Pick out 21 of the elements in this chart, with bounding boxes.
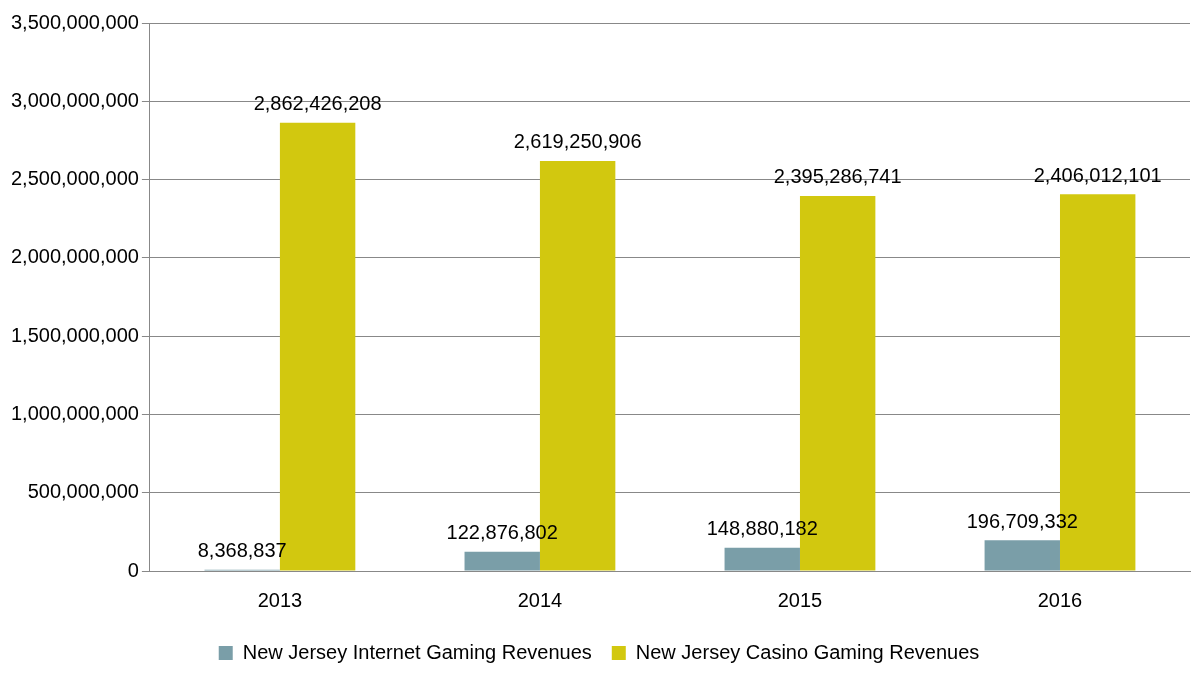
x-tick-label: 2016 [1037,588,1083,611]
y-tick-label: 3,500,000,000 [10,10,139,33]
legend-label: New Jersey Internet Gaming Revenues [242,640,592,663]
y-tick-label: 1,500,000,000 [10,323,139,346]
y-tick-label: 2,000,000,000 [10,245,139,268]
data-label: 2,395,286,741 [773,165,902,188]
y-tick-label: 0 [127,558,139,581]
y-tick-label: 500,000,000 [27,480,139,503]
y-tick-label: 3,000,000,000 [10,88,139,111]
bar [984,540,1060,571]
bar [724,547,800,571]
data-label: 2,406,012,101 [1033,163,1162,186]
bar [464,551,540,571]
y-tick-label: 1,000,000,000 [10,401,139,424]
x-tick-label: 2014 [517,588,563,611]
x-tick-label: 2013 [257,588,303,611]
y-tick-label: 2,500,000,000 [10,167,139,190]
data-label: 2,862,426,208 [253,92,382,115]
data-label: 2,619,250,906 [513,130,642,153]
legend-label: New Jersey Casino Gaming Revenues [635,640,980,663]
x-tick-label: 2015 [777,588,823,611]
